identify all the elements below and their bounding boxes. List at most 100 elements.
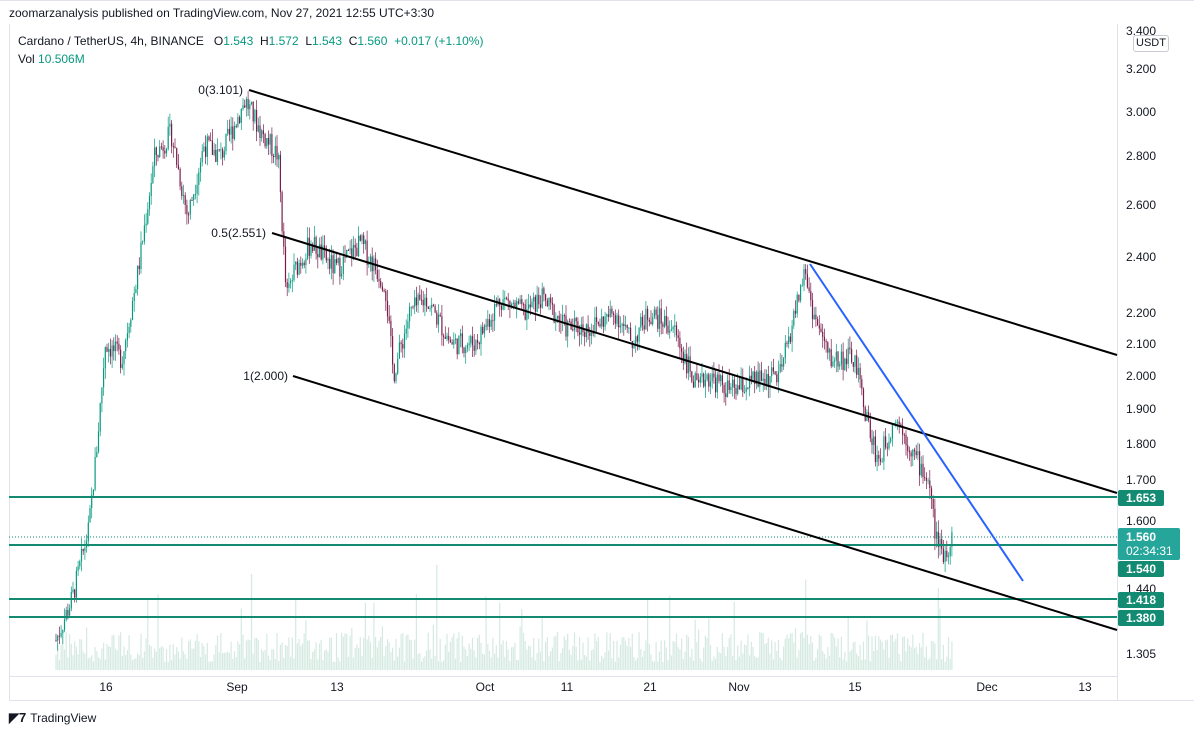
candle-body xyxy=(473,345,475,351)
candle-body xyxy=(118,343,120,350)
volume-bar xyxy=(822,651,824,670)
volume-bar xyxy=(521,609,523,670)
candle-body xyxy=(944,550,946,562)
candle-body xyxy=(619,325,621,328)
candle-body xyxy=(206,136,208,157)
candle-body xyxy=(346,250,348,258)
price-tick: 3.200 xyxy=(1126,62,1156,76)
candle-body xyxy=(194,193,196,195)
candle-body xyxy=(160,146,162,148)
volume-bar xyxy=(79,639,81,670)
volume-bar xyxy=(120,632,122,670)
candle-body xyxy=(318,244,321,258)
volume-bar xyxy=(601,655,603,670)
badge-1418-bg xyxy=(1118,592,1164,608)
volume-bar xyxy=(337,657,339,670)
volume-bar xyxy=(125,655,127,670)
fib-line-0[interactable] xyxy=(248,89,1118,356)
candle-body xyxy=(171,123,173,147)
candle-body xyxy=(793,310,795,326)
candle-body xyxy=(77,566,79,571)
price-tick: 3.400 xyxy=(1126,24,1156,38)
volume-bar xyxy=(689,656,691,670)
candle-body xyxy=(274,145,276,158)
volume-bars xyxy=(55,564,953,670)
fib-line-1[interactable] xyxy=(292,375,1118,631)
volume-bar xyxy=(927,659,929,670)
volume-bar xyxy=(225,652,227,670)
candle-body xyxy=(483,325,485,334)
candle-body xyxy=(313,237,315,251)
volume-bar xyxy=(798,650,800,670)
candle-body xyxy=(91,495,93,508)
volume-bar xyxy=(840,636,842,670)
candle-body xyxy=(57,635,59,641)
descending-trendline[interactable] xyxy=(809,263,1024,582)
brand-name[interactable]: TradingView xyxy=(30,711,97,725)
volume-bar xyxy=(910,647,912,670)
volume-bar xyxy=(847,616,849,670)
candle-body xyxy=(104,347,106,369)
volume-bar xyxy=(657,661,659,670)
volume-bar xyxy=(794,628,797,670)
time-axis[interactable]: 16 Sep 13 Oct 11 21 Nov 15 Dec 13 xyxy=(99,680,1092,694)
volume-bar xyxy=(925,646,927,670)
volume-bar xyxy=(716,646,718,670)
candle-body xyxy=(378,279,380,282)
candle-body xyxy=(188,214,190,216)
candle-body xyxy=(75,570,77,598)
candle-body xyxy=(900,424,902,426)
candle-body xyxy=(106,347,108,352)
candle-body xyxy=(470,336,472,344)
candle-body xyxy=(369,256,372,263)
volume-bar xyxy=(551,647,553,670)
candle-body xyxy=(652,317,654,325)
volume-bar xyxy=(907,638,909,670)
candle-body xyxy=(488,319,491,327)
candle-body xyxy=(220,149,222,151)
candle-body xyxy=(563,315,565,317)
candle-body xyxy=(453,340,455,345)
volume-bar xyxy=(606,632,608,670)
candle-body xyxy=(808,287,810,291)
candle-body xyxy=(72,589,74,592)
volume-bar xyxy=(905,651,907,670)
currency-selector[interactable]: USDT xyxy=(1133,35,1169,52)
volume-bar xyxy=(692,660,695,670)
candle-body xyxy=(417,294,419,306)
candle-body xyxy=(182,195,185,197)
fib-channel[interactable]: 0(3.101) 0.5(2.551) 1(2.000) xyxy=(198,83,1118,631)
volume-bar xyxy=(86,627,88,670)
volume-bar xyxy=(810,636,812,670)
volume-bar xyxy=(851,649,853,670)
fib-line-05[interactable] xyxy=(271,232,1118,494)
candle-body xyxy=(623,323,625,327)
candle-body xyxy=(339,258,341,277)
candle-body xyxy=(594,317,596,334)
volume-bar xyxy=(368,635,370,670)
badge-1380: 1.380 xyxy=(1126,611,1156,625)
candle-body xyxy=(495,304,497,306)
low-value: 1.543 xyxy=(312,34,343,48)
badge-1380-bg xyxy=(1118,610,1164,626)
volume-bar xyxy=(942,644,944,670)
volume-bar xyxy=(546,637,548,670)
volume-bar xyxy=(653,661,655,670)
volume-bar xyxy=(55,654,57,670)
candle-body xyxy=(239,117,241,123)
volume-bar xyxy=(844,651,846,670)
volume-bar xyxy=(541,618,543,670)
volume-bar xyxy=(837,638,839,670)
candle-body xyxy=(252,101,254,122)
candle-body xyxy=(305,258,307,266)
price-axis[interactable]: 3.400 3.200 3.000 2.800 2.600 2.400 2.20… xyxy=(1126,24,1156,661)
volume-bar xyxy=(771,640,773,670)
candle-body xyxy=(62,630,64,634)
candle-body xyxy=(380,281,382,287)
candle-body xyxy=(672,326,674,330)
candle-body xyxy=(249,104,251,110)
volume-bar xyxy=(572,646,574,670)
volume-bar xyxy=(281,642,283,670)
volume-bar xyxy=(398,647,400,670)
